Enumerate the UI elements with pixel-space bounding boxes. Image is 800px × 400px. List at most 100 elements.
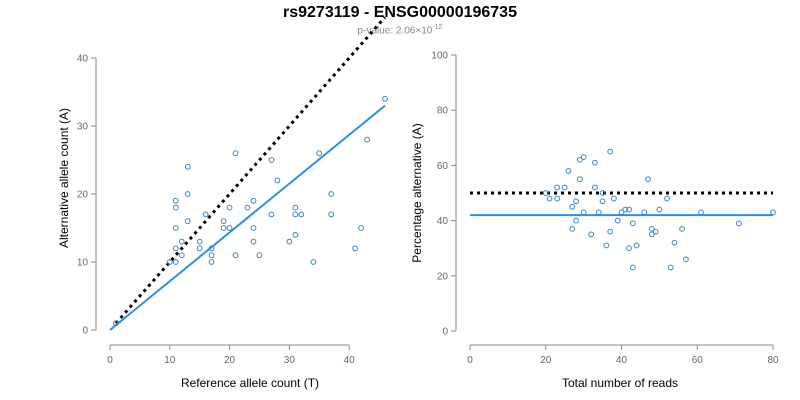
y-tick-label: 30 — [77, 122, 89, 133]
data-point — [580, 154, 587, 161]
x-tick-label: 20 — [540, 355, 552, 366]
y-tick-label: 20 — [437, 271, 449, 282]
data-point — [250, 197, 257, 204]
y-axis-label: Alternative allele count (A) — [57, 108, 71, 248]
data-point — [542, 190, 549, 196]
data-point — [178, 252, 185, 259]
data-point — [770, 209, 776, 216]
data-point — [573, 217, 579, 224]
data-point — [328, 211, 335, 218]
data-point — [546, 195, 553, 202]
data-point — [184, 218, 191, 225]
data-point — [268, 211, 275, 218]
data-point — [565, 168, 572, 174]
data-point — [599, 198, 606, 205]
y-tick-label: 60 — [437, 161, 449, 172]
y-tick-label: 20 — [77, 190, 89, 201]
data-point — [698, 209, 704, 216]
data-point — [196, 245, 203, 252]
y-tick-label: 0 — [82, 326, 88, 337]
data-point — [113, 320, 119, 327]
y-tick-label: 40 — [77, 54, 89, 65]
data-point — [172, 204, 179, 211]
x-tick-label: 40 — [344, 355, 356, 366]
data-point — [569, 203, 576, 210]
data-point — [274, 177, 281, 184]
y-tick-label: 40 — [437, 216, 449, 227]
x-tick-label: 0 — [467, 355, 473, 366]
data-point — [292, 231, 299, 238]
data-point — [202, 211, 209, 218]
data-point — [652, 228, 659, 235]
y-tick-label: 0 — [442, 327, 448, 338]
data-point — [603, 242, 610, 249]
data-point — [592, 184, 598, 191]
data-point — [292, 204, 299, 211]
data-point — [232, 150, 239, 157]
plot-lines — [109, 16, 387, 331]
scatter-plot-allele-counts: 0 10 20 30 40 0 10 20 30 40 Reference allele cou… — [57, 16, 388, 390]
y-tick-label: 100 — [431, 51, 448, 62]
data-point — [592, 159, 598, 166]
data-point — [208, 259, 215, 265]
data-point — [622, 206, 629, 213]
data-point — [633, 242, 640, 249]
y-axis: 0 10 20 30 40 — [77, 54, 97, 337]
chart-subtitle: p-value: 2.06×10-12 — [0, 24, 800, 36]
data-points — [113, 95, 388, 327]
data-point — [576, 176, 583, 183]
data-point — [352, 245, 359, 252]
data-point — [607, 228, 614, 235]
data-point — [626, 245, 632, 252]
data-point — [166, 259, 173, 265]
data-point — [268, 157, 275, 163]
data-point — [172, 259, 179, 265]
data-point — [588, 231, 595, 238]
data-point — [232, 252, 239, 259]
data-point — [226, 204, 233, 211]
x-axis-label: Reference allele count (T) — [181, 376, 319, 390]
data-point — [671, 239, 678, 246]
plot-lines — [470, 191, 773, 217]
data-point — [226, 225, 233, 231]
data-point — [298, 211, 305, 218]
x-axis: 0 10 20 30 40 — [107, 344, 356, 366]
y-tick-label: 10 — [77, 258, 89, 269]
reference-line — [114, 16, 387, 325]
data-point — [256, 252, 263, 259]
data-point — [648, 225, 655, 232]
x-tick-label: 20 — [224, 355, 236, 366]
data-points — [542, 148, 776, 271]
data-point — [645, 176, 651, 183]
data-point — [250, 225, 257, 231]
x-tick-label: 40 — [616, 355, 628, 366]
p-value-exponent: -12 — [432, 24, 443, 31]
data-point — [250, 238, 257, 245]
y-axis-label: Percentage alternative (A) — [410, 123, 424, 262]
data-point — [607, 148, 614, 155]
scatter-plot-percentage-alternative: 0 20 40 60 80 100 0 20 40 60 80 Total number of r… — [410, 51, 779, 391]
x-tick-label: 60 — [692, 355, 704, 366]
data-point — [611, 195, 617, 202]
data-point — [576, 156, 583, 163]
data-point — [220, 225, 227, 231]
data-point — [667, 264, 674, 271]
data-point — [196, 238, 203, 245]
data-point — [554, 195, 561, 202]
data-point — [682, 256, 689, 263]
data-point — [328, 191, 335, 197]
data-point — [292, 211, 299, 218]
data-point — [664, 195, 670, 202]
data-point — [599, 190, 606, 196]
y-tick-label: 80 — [437, 106, 449, 117]
data-point — [172, 225, 179, 231]
data-point — [595, 209, 602, 216]
x-tick-label: 0 — [107, 355, 113, 366]
data-point — [569, 225, 576, 232]
x-tick-label: 80 — [767, 355, 779, 366]
data-point — [358, 225, 364, 231]
data-point — [736, 220, 742, 227]
data-point — [554, 184, 561, 191]
data-point — [310, 259, 317, 265]
y-axis: 0 20 40 60 80 100 — [431, 51, 457, 338]
